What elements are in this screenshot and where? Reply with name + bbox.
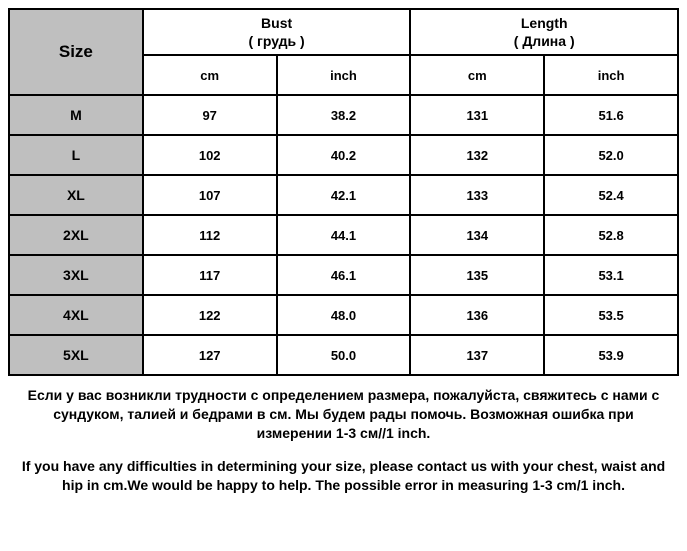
table-row: XL 107 42.1 133 52.4 [9,175,678,215]
bust-cm-cell: 97 [143,95,277,135]
bust-cm-cell: 107 [143,175,277,215]
bust-label: Bust [261,15,292,31]
bust-inch-cell: 50.0 [277,335,411,375]
size-cell: 5XL [9,335,143,375]
bust-inch-cell: 42.1 [277,175,411,215]
size-cell: L [9,135,143,175]
bust-inch-cell: 46.1 [277,255,411,295]
length-inch-cell: 53.9 [544,335,678,375]
bust-cm-header: cm [143,55,277,95]
length-cm-header: cm [410,55,544,95]
length-label: Length [521,15,568,31]
bust-inch-cell: 48.0 [277,295,411,335]
length-inch-cell: 52.8 [544,215,678,255]
size-header: Size [9,9,143,95]
size-chart-table: Size Bust ( грудь ) Length ( Длина ) cm … [8,8,679,376]
bust-cm-cell: 112 [143,215,277,255]
notes-section: Если у вас возникли трудности с определе… [8,386,679,494]
size-cell: XL [9,175,143,215]
header-row-1: Size Bust ( грудь ) Length ( Длина ) [9,9,678,55]
table-row: L 102 40.2 132 52.0 [9,135,678,175]
length-cm-cell: 134 [410,215,544,255]
size-cell: 2XL [9,215,143,255]
length-inch-cell: 53.1 [544,255,678,295]
bust-cm-cell: 127 [143,335,277,375]
bust-inch-cell: 38.2 [277,95,411,135]
bust-inch-cell: 40.2 [277,135,411,175]
length-group-header: Length ( Длина ) [410,9,678,55]
size-cell: 3XL [9,255,143,295]
length-cm-cell: 135 [410,255,544,295]
bust-sublabel: ( грудь ) [248,33,304,49]
table-row: 5XL 127 50.0 137 53.9 [9,335,678,375]
length-sublabel: ( Длина ) [514,33,575,49]
note-en: If you have any difficulties in determin… [16,457,671,495]
size-cell: M [9,95,143,135]
bust-cm-cell: 102 [143,135,277,175]
length-cm-cell: 131 [410,95,544,135]
length-cm-cell: 133 [410,175,544,215]
table-row: 2XL 112 44.1 134 52.8 [9,215,678,255]
length-cm-cell: 137 [410,335,544,375]
length-cm-cell: 132 [410,135,544,175]
bust-cm-cell: 122 [143,295,277,335]
length-inch-cell: 52.4 [544,175,678,215]
size-cell: 4XL [9,295,143,335]
length-inch-header: inch [544,55,678,95]
length-inch-cell: 51.6 [544,95,678,135]
note-ru: Если у вас возникли трудности с определе… [16,386,671,443]
bust-inch-header: inch [277,55,411,95]
length-inch-cell: 52.0 [544,135,678,175]
table-row: 4XL 122 48.0 136 53.5 [9,295,678,335]
table-row: 3XL 117 46.1 135 53.1 [9,255,678,295]
table-row: M 97 38.2 131 51.6 [9,95,678,135]
size-chart-body: M 97 38.2 131 51.6 L 102 40.2 132 52.0 X… [9,95,678,375]
length-inch-cell: 53.5 [544,295,678,335]
length-cm-cell: 136 [410,295,544,335]
bust-cm-cell: 117 [143,255,277,295]
bust-group-header: Bust ( грудь ) [143,9,411,55]
bust-inch-cell: 44.1 [277,215,411,255]
